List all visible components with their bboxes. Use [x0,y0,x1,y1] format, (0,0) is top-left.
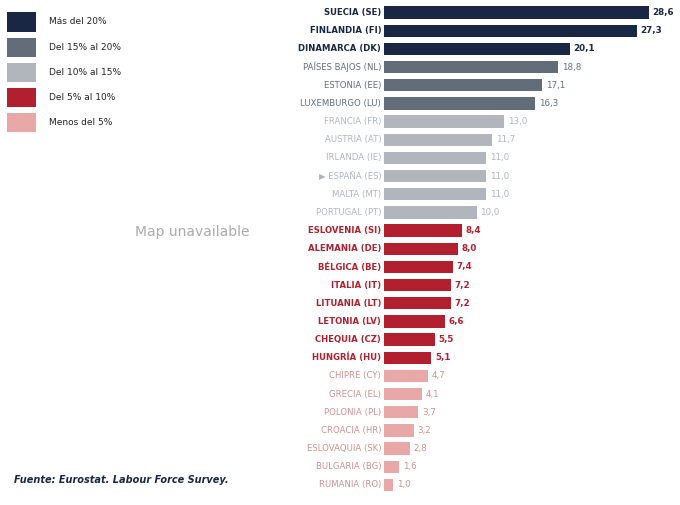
Bar [384,333,435,346]
Text: SUECIA (SE): SUECIA (SE) [324,8,381,17]
Text: 8,0: 8,0 [462,244,477,253]
Text: 18,8: 18,8 [562,63,581,72]
Bar [384,388,422,400]
Bar [384,133,492,146]
Text: PORTUGAL (PT): PORTUGAL (PT) [316,208,381,217]
Text: 4,7: 4,7 [431,371,445,380]
Text: LETONIA (LV): LETONIA (LV) [318,317,381,326]
Bar [384,152,486,164]
Bar [384,424,413,437]
Text: Más del 20%: Más del 20% [49,18,107,26]
Text: FRANCIA (FR): FRANCIA (FR) [324,117,381,126]
Text: POLONIA (PL): POLONIA (PL) [324,408,381,417]
Bar [384,261,453,273]
Bar [384,297,451,310]
Text: 7,4: 7,4 [456,263,472,271]
Text: BULGARIA (BG): BULGARIA (BG) [316,462,381,471]
Text: 27,3: 27,3 [641,26,662,35]
Text: Del 5% al 10%: Del 5% al 10% [49,93,116,102]
Text: 7,2: 7,2 [454,299,470,308]
Text: 28,6: 28,6 [652,8,674,17]
Text: 5,5: 5,5 [439,335,454,344]
Text: RUMANIA (RO): RUMANIA (RO) [319,480,381,489]
Bar [384,224,462,237]
Bar [384,315,445,328]
Text: MALTA (MT): MALTA (MT) [332,190,381,198]
Bar [384,97,535,110]
Text: ESTONIA (EE): ESTONIA (EE) [324,81,381,90]
Text: 20,1: 20,1 [574,44,595,54]
Text: 11,0: 11,0 [490,154,509,163]
Text: Map unavailable: Map unavailable [135,225,250,239]
Bar [384,406,418,419]
Text: ESLOVAQUIA (SK): ESLOVAQUIA (SK) [307,444,381,453]
Bar [384,61,558,73]
Text: 1,0: 1,0 [397,480,411,489]
Text: AUSTRIA (AT): AUSTRIA (AT) [324,135,381,144]
Bar [384,370,428,382]
Text: 11,7: 11,7 [496,135,515,144]
Text: PAÍSES BAJOS (NL): PAÍSES BAJOS (NL) [303,62,381,72]
Text: ALEMANIA (DE): ALEMANIA (DE) [308,244,381,253]
Bar [384,43,570,55]
Bar [384,115,505,128]
Text: CHEQUIA (CZ): CHEQUIA (CZ) [316,335,381,344]
Text: ITALIA (IT): ITALIA (IT) [331,281,381,289]
Text: 17,1: 17,1 [546,81,565,90]
FancyBboxPatch shape [7,113,36,132]
Text: 4,1: 4,1 [426,389,439,398]
Text: 8,4: 8,4 [466,226,481,235]
Text: 16,3: 16,3 [539,99,558,108]
Text: 3,2: 3,2 [418,426,431,435]
Bar [384,206,477,219]
Text: ESLOVENIA (SI): ESLOVENIA (SI) [308,226,381,235]
Text: LITUANIA (LT): LITUANIA (LT) [316,299,381,308]
Bar [384,479,394,491]
Text: Del 10% al 15%: Del 10% al 15% [49,68,121,77]
Text: Menos del 5%: Menos del 5% [49,118,113,127]
Text: CROACIA (HR): CROACIA (HR) [321,426,381,435]
FancyBboxPatch shape [7,63,36,82]
Text: DINAMARCA (DK): DINAMARCA (DK) [299,44,381,54]
FancyBboxPatch shape [7,38,36,57]
Text: 11,0: 11,0 [490,172,509,180]
Bar [384,442,410,454]
Text: 7,2: 7,2 [454,281,470,289]
Text: 3,7: 3,7 [422,408,436,417]
Text: GRECIA (EL): GRECIA (EL) [329,389,381,398]
Bar [384,170,486,182]
Text: 13,0: 13,0 [508,117,528,126]
Bar [384,461,399,473]
Bar [384,188,486,200]
Text: Fuente: Eurostat. Labour Force Survey.: Fuente: Eurostat. Labour Force Survey. [14,475,229,485]
Bar [384,25,636,37]
Text: HUNGRÍA (HU): HUNGRÍA (HU) [312,353,381,363]
Text: LUXEMBURGO (LU): LUXEMBURGO (LU) [301,99,381,108]
Bar [384,79,542,91]
Bar [384,242,458,255]
Bar [384,7,649,19]
Text: IRLANDA (IE): IRLANDA (IE) [326,154,381,163]
FancyBboxPatch shape [7,13,36,31]
Text: Del 15% al 20%: Del 15% al 20% [49,43,121,52]
Text: 10,0: 10,0 [480,208,500,217]
Text: 1,6: 1,6 [403,462,416,471]
Text: FINLANDIA (FI): FINLANDIA (FI) [309,26,381,35]
Text: 11,0: 11,0 [490,190,509,198]
Bar [384,279,451,291]
Text: BÉLGICA (BE): BÉLGICA (BE) [318,262,381,272]
Text: 5,1: 5,1 [435,353,451,362]
Bar [384,351,431,364]
FancyBboxPatch shape [7,88,36,107]
Text: ▶ ESPAÑA (ES): ▶ ESPAÑA (ES) [319,172,381,180]
Text: 6,6: 6,6 [449,317,464,326]
Text: 2,8: 2,8 [413,444,428,453]
Text: CHIPRE (CY): CHIPRE (CY) [330,371,381,380]
